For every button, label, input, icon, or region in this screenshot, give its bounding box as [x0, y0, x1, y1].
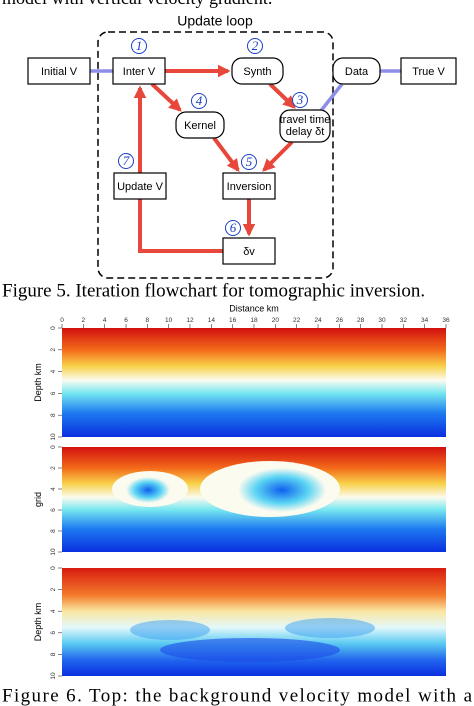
step-circle — [292, 92, 308, 108]
node-box — [27, 57, 91, 85]
heatmap-3 — [62, 568, 446, 676]
step-number: 6 — [230, 220, 237, 235]
node-label: δv — [243, 246, 255, 258]
y-tick-label: 8 — [50, 413, 57, 417]
step-number: 2 — [252, 38, 259, 53]
step-number: 1 — [136, 38, 143, 53]
x-tick-label: 14 — [208, 317, 216, 324]
y-tick-label: 4 — [50, 369, 57, 373]
x-tick-label: 12 — [186, 317, 194, 324]
flow-node: Kernel 4 — [175, 93, 225, 139]
arrows — [90, 64, 401, 253]
x-tick-label: 26 — [336, 317, 344, 324]
y-tick-label: 10 — [50, 433, 57, 441]
node-label: Kernel — [184, 120, 216, 132]
step-number: 3 — [296, 92, 304, 107]
heatmap-2 — [62, 447, 446, 552]
flow-node: travel time delay δt 3 — [279, 92, 331, 143]
y-tick-label: 6 — [50, 631, 57, 635]
node-label: Synth — [243, 66, 271, 78]
x-tick-label: 36 — [442, 317, 450, 324]
y-tick-label: 0 — [50, 326, 57, 330]
node-box — [112, 57, 166, 85]
y-tick-label: 2 — [50, 466, 57, 470]
figure5-caption: Figure 5. Iteration flowchart for tomogr… — [2, 280, 425, 301]
step-number: 4 — [196, 93, 203, 108]
node-label: Inter V — [123, 66, 156, 78]
x-tick-label: 32 — [400, 317, 408, 324]
figure6-caption: Figure 6. Top: the background velocity m… — [2, 685, 473, 706]
y-axis-label: Depth km — [33, 363, 43, 402]
step-circle — [131, 38, 147, 54]
node-label: True V — [412, 66, 445, 78]
node-label: Initial V — [41, 66, 78, 78]
y-tick-label: 0 — [50, 445, 57, 449]
flow-node: δv 6 — [222, 220, 276, 265]
x-tick-label: 4 — [103, 317, 107, 324]
x-tick-label: 18 — [250, 317, 258, 324]
x-tick-label: 0 — [60, 317, 64, 324]
y-axis-label: Depth km — [33, 603, 43, 642]
flow-node: Data — [332, 57, 381, 85]
node-box — [332, 57, 381, 85]
loop-label: Update loop — [177, 13, 253, 29]
node-label: travel time delay δt — [280, 114, 331, 138]
step-number: 7 — [123, 153, 130, 168]
flow-node: Update V 7 — [113, 153, 167, 200]
x-tick-label: 8 — [146, 317, 150, 324]
x-tick-label: 20 — [272, 317, 280, 324]
loop-border — [97, 31, 334, 279]
step-circle — [247, 38, 263, 54]
node-label: Update V — [117, 181, 164, 193]
node-box — [279, 109, 331, 143]
y-tick-label: 4 — [50, 487, 57, 491]
flow-node: True V — [400, 57, 457, 85]
node-box — [231, 57, 284, 85]
node-box — [222, 237, 276, 265]
header-fragment: model with vertical velocity gradient. — [2, 0, 272, 8]
flow-node: Inter V 1 — [112, 38, 166, 85]
x-tick-label: 16 — [229, 317, 237, 324]
x-tick-label: 6 — [124, 317, 128, 324]
step-circle — [225, 220, 241, 236]
node-box — [175, 111, 225, 139]
x-tick-label: 22 — [293, 317, 301, 324]
y-tick-label: 4 — [50, 609, 57, 613]
x-tick-label: 2 — [82, 317, 86, 324]
x-axis-label: Distance km — [229, 303, 279, 313]
step-number: 5 — [246, 154, 253, 169]
flow-node: Initial V — [27, 57, 91, 85]
y-tick-label: 2 — [50, 348, 57, 352]
x-tick-label: 34 — [421, 317, 429, 324]
y-tick-label: 2 — [50, 587, 57, 591]
x-tick-label: 10 — [165, 317, 173, 324]
node-label: Data — [345, 66, 369, 78]
heatmap-1 — [62, 328, 446, 437]
flow-node: Inversion 5 — [222, 154, 276, 200]
flow-node: Synth 2 — [231, 38, 284, 85]
node-label: Inversion — [227, 181, 272, 193]
step-circle — [241, 154, 257, 170]
y-axis-label: grid — [33, 492, 43, 507]
x-tick-label: 24 — [314, 317, 322, 324]
node-box — [222, 172, 276, 200]
y-tick-label: 10 — [50, 548, 57, 556]
y-tick-label: 8 — [50, 652, 57, 656]
x-tick-label: 28 — [357, 317, 365, 324]
node-box — [113, 172, 167, 200]
x-tick-label: 30 — [378, 317, 386, 324]
step-circle — [118, 153, 134, 169]
y-tick-label: 10 — [50, 672, 57, 680]
step-circle — [191, 93, 207, 109]
y-tick-label: 8 — [50, 529, 57, 533]
y-tick-label: 6 — [50, 391, 57, 395]
y-tick-label: 0 — [50, 566, 57, 570]
y-tick-label: 6 — [50, 508, 57, 512]
node-box — [400, 57, 457, 85]
